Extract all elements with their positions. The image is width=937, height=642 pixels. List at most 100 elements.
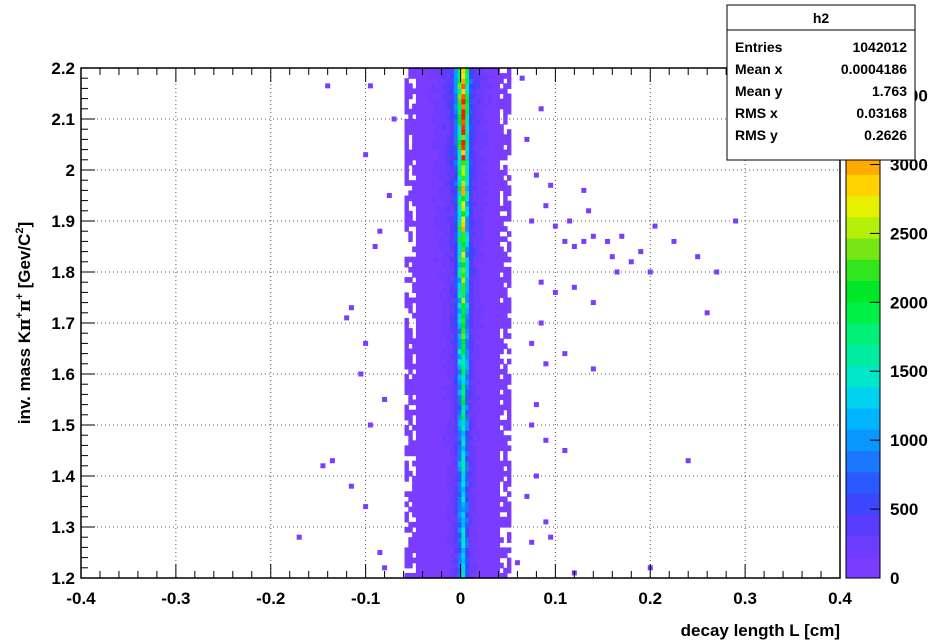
heatmap-cell xyxy=(476,419,482,426)
heatmap-cell xyxy=(480,134,485,140)
heatmap-cell xyxy=(465,170,470,176)
heatmap-cell xyxy=(434,287,440,293)
heatmap-cell xyxy=(431,358,436,365)
heatmap-cell xyxy=(461,368,466,375)
heatmap-cell xyxy=(419,470,425,477)
heatmap-cell xyxy=(431,221,436,227)
heatmap-cell xyxy=(434,124,440,130)
heatmap-cell xyxy=(457,333,463,339)
heatmap-cell xyxy=(503,317,508,324)
heatmap-cell xyxy=(423,323,428,329)
heatmap-cell xyxy=(442,231,447,237)
heatmap-cell xyxy=(412,256,417,263)
heatmap-cell-sparse xyxy=(367,83,373,89)
heatmap-cell xyxy=(484,277,489,283)
heatmap-cell xyxy=(423,261,428,268)
heatmap-cell xyxy=(499,348,504,355)
heatmap-cell xyxy=(472,338,478,344)
heatmap-cell xyxy=(431,470,436,477)
heatmap-cell xyxy=(446,435,451,441)
heatmap-cell xyxy=(484,185,489,191)
heatmap-cell xyxy=(453,414,459,421)
heatmap-cell-sparse xyxy=(363,152,369,158)
heatmap-cell xyxy=(491,379,497,385)
heatmap-cell xyxy=(480,175,485,181)
heatmap-cell xyxy=(461,374,466,380)
heatmap-cell xyxy=(453,297,459,304)
heatmap-cell xyxy=(450,277,455,283)
heatmap-cell xyxy=(499,430,504,436)
heatmap-cell xyxy=(408,333,413,339)
heatmap-cell xyxy=(472,363,478,370)
heatmap-cell xyxy=(506,149,512,156)
heatmap-cell xyxy=(457,139,463,146)
heatmap-cell-sparse xyxy=(367,422,373,428)
heatmap-cell xyxy=(431,394,436,401)
heatmap-cell xyxy=(476,226,482,232)
heatmap-cell xyxy=(484,409,489,416)
heatmap-cell xyxy=(503,226,508,232)
heatmap-cell xyxy=(419,124,425,130)
heatmap-cell xyxy=(450,287,455,293)
heatmap-cell xyxy=(499,144,504,151)
palette-swatch xyxy=(846,174,880,196)
heatmap-cell xyxy=(484,149,489,156)
heatmap-cell xyxy=(465,557,470,564)
heatmap-cell xyxy=(465,256,470,263)
heatmap-cell xyxy=(427,88,432,95)
heatmap-cell-sparse xyxy=(552,223,558,229)
heatmap-cell xyxy=(442,113,447,120)
heatmap-cell xyxy=(484,73,489,79)
heatmap-cell xyxy=(480,256,485,263)
heatmap-cell xyxy=(491,190,497,197)
heatmap-cell xyxy=(434,164,440,171)
heatmap-cell xyxy=(461,119,466,125)
heatmap-cell xyxy=(423,185,428,191)
heatmap-cell xyxy=(465,562,470,569)
heatmap-cell xyxy=(442,277,447,283)
heatmap-cell-sparse xyxy=(538,106,544,112)
heatmap-cell xyxy=(419,476,425,482)
heatmap-cell xyxy=(457,261,463,268)
heatmap-cell xyxy=(450,144,455,151)
heatmap-cell xyxy=(434,557,440,564)
heatmap-cell xyxy=(404,195,409,202)
heatmap-cell xyxy=(457,88,463,95)
heatmap-cell xyxy=(419,374,425,380)
heatmap-cell xyxy=(495,231,500,237)
heatmap-cell xyxy=(457,175,463,181)
heatmap-cell xyxy=(472,210,478,217)
heatmap-cell xyxy=(465,450,470,457)
heatmap-cell xyxy=(480,180,485,186)
heatmap-cell xyxy=(408,277,413,283)
heatmap-cell xyxy=(465,465,470,472)
heatmap-cell xyxy=(438,277,444,283)
heatmap-cell xyxy=(503,460,508,467)
heatmap-cell xyxy=(431,215,436,222)
heatmap-cell xyxy=(438,537,444,543)
heatmap-cell xyxy=(495,98,500,105)
heatmap-cell xyxy=(404,83,409,89)
heatmap-cell xyxy=(488,154,493,161)
heatmap-cell xyxy=(434,527,440,533)
heatmap-cell xyxy=(415,476,421,482)
heatmap-cell xyxy=(423,175,428,181)
heatmap-cell xyxy=(476,552,482,559)
heatmap-cell xyxy=(431,119,436,125)
heatmap-cell xyxy=(446,302,451,309)
heatmap-cell xyxy=(461,414,466,421)
heatmap-cell xyxy=(499,170,504,176)
heatmap-cell xyxy=(484,164,489,171)
heatmap-cell xyxy=(491,353,497,360)
heatmap-cell xyxy=(408,572,413,579)
heatmap-cell xyxy=(457,476,463,482)
heatmap-cell xyxy=(419,73,425,79)
heatmap-cell xyxy=(415,547,421,554)
heatmap-cell xyxy=(427,221,432,227)
heatmap-cell xyxy=(453,516,459,523)
heatmap-cell xyxy=(446,374,451,380)
heatmap-cell xyxy=(419,455,425,462)
heatmap-cell-sparse xyxy=(695,254,701,260)
heatmap-cell xyxy=(446,113,451,120)
heatmap-cell xyxy=(412,170,417,176)
